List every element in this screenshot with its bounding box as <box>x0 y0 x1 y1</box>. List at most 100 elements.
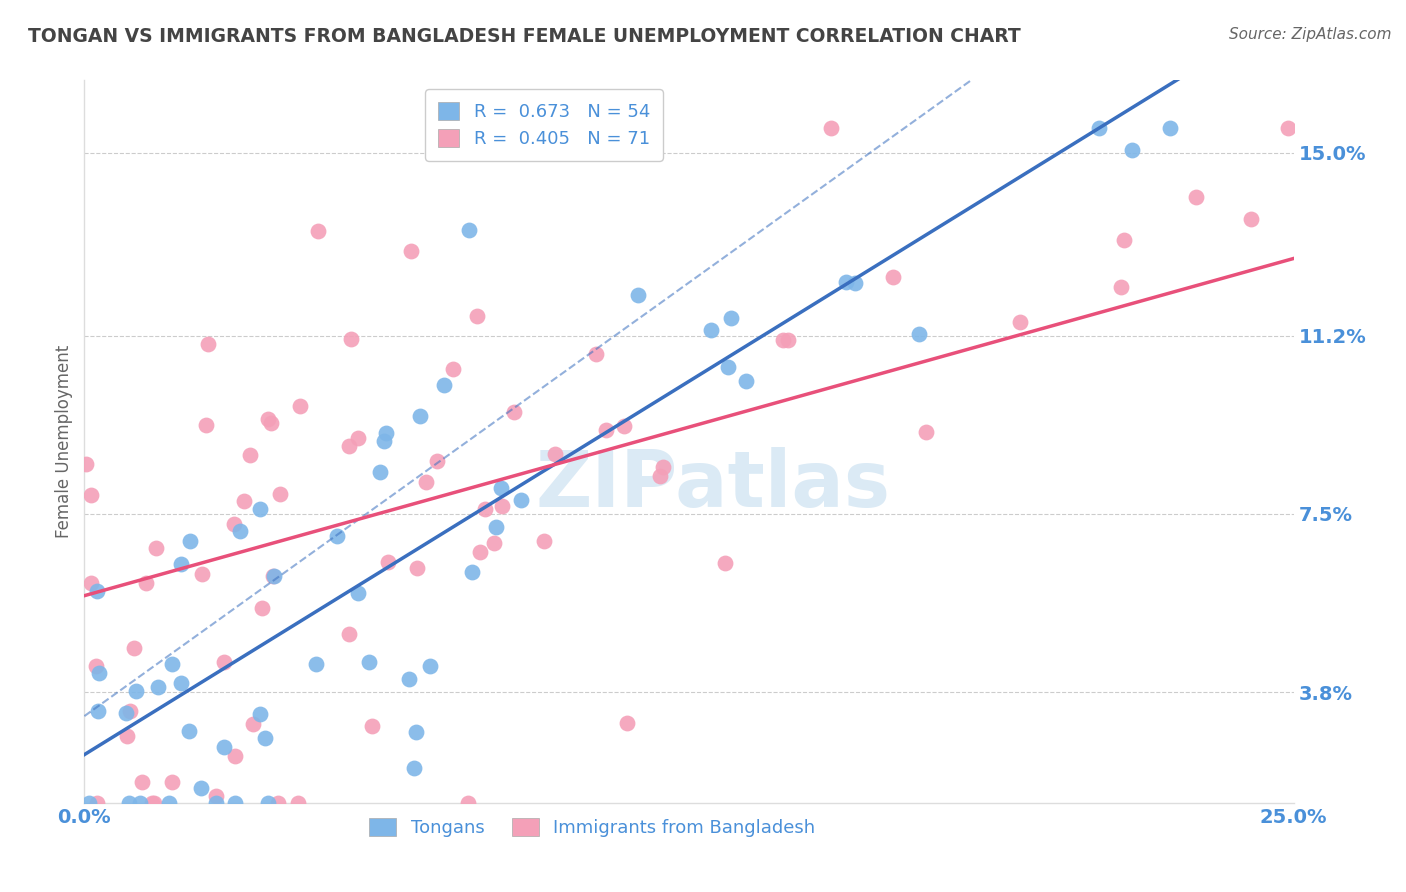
Point <box>1159 121 1181 136</box>
Point <box>204 796 226 810</box>
Point <box>212 655 235 669</box>
Point <box>224 748 246 763</box>
Point <box>468 545 491 559</box>
Point <box>714 556 737 570</box>
Point <box>195 417 218 432</box>
Point <box>772 333 794 347</box>
Point <box>474 502 496 516</box>
Point <box>288 399 311 413</box>
Point <box>89 665 111 680</box>
Point <box>197 337 219 351</box>
Point <box>141 796 163 810</box>
Point <box>1088 121 1111 136</box>
Point <box>409 409 432 423</box>
Point <box>120 704 142 718</box>
Point <box>129 796 152 810</box>
Point <box>405 725 427 739</box>
Point <box>86 584 108 599</box>
Point <box>75 458 97 472</box>
Point <box>114 706 136 721</box>
Point <box>778 334 800 348</box>
Point <box>239 448 262 462</box>
Point <box>229 524 252 539</box>
Point <box>80 575 103 590</box>
Point <box>441 362 464 376</box>
Point <box>79 488 101 502</box>
Point <box>1240 212 1263 227</box>
Point <box>267 796 290 810</box>
Point <box>652 460 675 475</box>
Point <box>510 493 533 508</box>
Point <box>269 487 291 501</box>
Point <box>489 482 512 496</box>
Point <box>205 789 228 803</box>
Point <box>544 447 567 461</box>
Legend: Tongans, Immigrants from Bangladesh: Tongans, Immigrants from Bangladesh <box>361 811 823 845</box>
Point <box>115 730 138 744</box>
Point <box>177 723 200 738</box>
Point <box>484 520 506 534</box>
Text: TONGAN VS IMMIGRANTS FROM BANGLADESH FEMALE UNEMPLOYMENT CORRELATION CHART: TONGAN VS IMMIGRANTS FROM BANGLADESH FEM… <box>28 27 1021 45</box>
Point <box>224 796 246 810</box>
Point <box>361 719 384 733</box>
Point <box>1112 234 1135 248</box>
Point <box>844 276 866 290</box>
Point <box>357 656 380 670</box>
Point <box>616 716 638 731</box>
Point <box>337 440 360 454</box>
Point <box>257 796 280 810</box>
Point <box>491 499 513 513</box>
Point <box>373 434 395 449</box>
Point <box>242 717 264 731</box>
Point <box>86 796 108 810</box>
Point <box>374 425 396 440</box>
Point <box>125 684 148 698</box>
Point <box>142 796 165 810</box>
Point <box>224 516 246 531</box>
Point <box>179 533 201 548</box>
Point <box>287 796 309 810</box>
Point <box>260 416 283 430</box>
Point <box>484 536 506 550</box>
Point <box>461 565 484 579</box>
Point <box>191 567 214 582</box>
Point <box>700 322 723 336</box>
Point <box>1185 190 1208 204</box>
Point <box>734 375 756 389</box>
Point <box>249 502 271 516</box>
Point <box>502 405 524 419</box>
Point <box>145 541 167 555</box>
Point <box>820 121 842 136</box>
Point <box>648 469 671 483</box>
Point <box>170 557 193 571</box>
Text: Source: ZipAtlas.com: Source: ZipAtlas.com <box>1229 27 1392 42</box>
Point <box>170 675 193 690</box>
Point <box>426 454 449 468</box>
Point <box>419 659 441 673</box>
Point <box>214 740 236 755</box>
Point <box>157 796 180 810</box>
Point <box>262 569 284 583</box>
Point <box>399 244 422 258</box>
Point <box>585 347 607 361</box>
Point <box>326 529 349 543</box>
Point <box>340 332 363 346</box>
Point <box>253 731 276 745</box>
Point <box>533 533 555 548</box>
Point <box>717 359 740 374</box>
Point <box>720 311 742 326</box>
Point <box>135 576 157 591</box>
Point <box>160 657 183 671</box>
Point <box>406 561 429 575</box>
Point <box>232 493 254 508</box>
Point <box>465 309 488 323</box>
Point <box>415 475 437 489</box>
Point <box>347 585 370 599</box>
Point <box>131 774 153 789</box>
Point <box>122 640 145 655</box>
Point <box>87 704 110 718</box>
Point <box>257 411 280 425</box>
Point <box>457 223 479 237</box>
Point <box>1277 121 1299 136</box>
Point <box>613 418 636 433</box>
